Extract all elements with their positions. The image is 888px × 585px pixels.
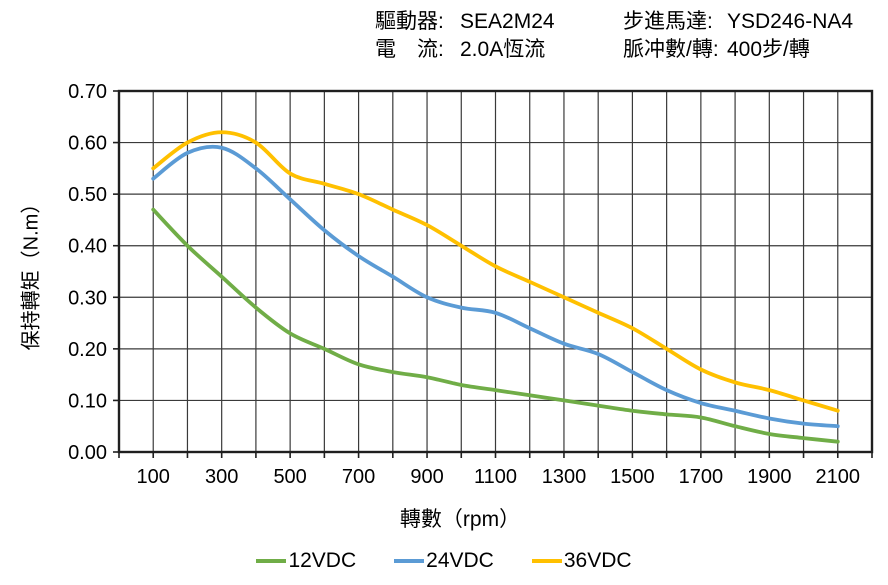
x-tick-label: 300 xyxy=(205,466,238,488)
x-tick-label: 1900 xyxy=(747,466,792,488)
y-tick-label: 0.40 xyxy=(68,236,107,258)
driver-row: 驅動器: SEA2M24 xyxy=(375,8,555,36)
header-right-column: 步進馬達: YSD246-NA4 脈冲數/轉: 400步/轉 xyxy=(623,8,853,64)
series-line-12VDC xyxy=(151,207,840,444)
legend-label-24VDC: 24VDC xyxy=(426,549,494,572)
y-tick-label: 0.00 xyxy=(68,442,107,464)
pulses-value: 400步/轉 xyxy=(727,38,810,61)
legend-swatch-36VDC xyxy=(531,559,562,563)
motor-label: 步進馬達: xyxy=(623,10,713,33)
legend-swatch-24VDC xyxy=(394,559,425,563)
x-tick-label: 1700 xyxy=(679,466,724,488)
pulses-row: 脈冲數/轉: 400步/轉 xyxy=(623,36,853,64)
legend-label-12VDC: 12VDC xyxy=(288,549,357,572)
legend-item-12VDC: 12VDC xyxy=(256,549,356,573)
driver-value: SEA2M24 xyxy=(460,10,555,33)
y-tick-label: 0.10 xyxy=(68,390,107,412)
x-tick-label: 700 xyxy=(342,466,375,488)
x-tick-label: 1500 xyxy=(610,466,655,488)
motor-row: 步進馬達: YSD246-NA4 xyxy=(623,8,853,36)
current-row: 電 流: 2.0A恆流 xyxy=(375,36,555,64)
motor-value: YSD246-NA4 xyxy=(727,10,854,33)
legend-item-36VDC: 36VDC xyxy=(531,549,632,573)
series-line-36VDC xyxy=(151,130,840,413)
y-tick-label: 0.50 xyxy=(68,184,107,206)
legend-swatch-12VDC xyxy=(256,559,287,563)
current-value: 2.0A恆流 xyxy=(460,38,546,61)
series-line-24VDC xyxy=(151,144,840,429)
x-axis-title: 轉數（rpm） xyxy=(399,508,521,531)
y-tick-label: 0.70 xyxy=(68,81,107,103)
x-tick-label: 1300 xyxy=(542,466,587,488)
driver-label: 驅動器: xyxy=(375,10,444,33)
legend-label-36VDC: 36VDC xyxy=(563,549,632,572)
x-tick-label: 1100 xyxy=(474,466,517,488)
x-tick-label: 100 xyxy=(137,466,170,488)
legend-item-24VDC: 24VDC xyxy=(394,549,494,573)
x-tick-label: 500 xyxy=(273,466,306,488)
header-left-column: 驅動器: SEA2M24 電 流: 2.0A恆流 xyxy=(375,8,555,64)
y-tick-label: 0.60 xyxy=(68,133,107,155)
current-label: 電 流: xyxy=(375,38,444,61)
y-tick-label: 0.30 xyxy=(68,287,107,309)
plot-border xyxy=(117,89,874,454)
y-tick-label: 0.20 xyxy=(68,339,107,361)
chart-legend: 12VDC 24VDC 36VDC xyxy=(119,549,769,573)
x-tick-label: 2100 xyxy=(816,466,861,488)
pulses-label: 脈冲數/轉: xyxy=(623,38,719,61)
x-tick-label: 900 xyxy=(410,466,443,488)
